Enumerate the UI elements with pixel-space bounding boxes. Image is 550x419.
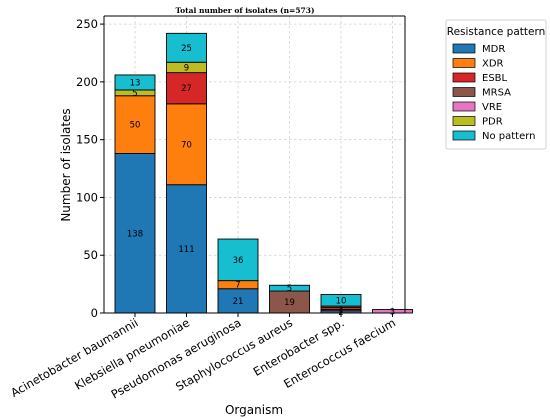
legend-swatch xyxy=(452,58,476,68)
bar-value-label: 7 xyxy=(235,281,240,291)
y-tick-label: 50 xyxy=(83,248,98,262)
y-axis-label: Number of isolates xyxy=(59,108,73,221)
bar-value-label: 9 xyxy=(184,63,189,73)
legend-swatch xyxy=(452,101,476,112)
bar-segment xyxy=(320,294,362,307)
bar-value-label: 36 xyxy=(233,256,244,266)
y-tick-label: 200 xyxy=(76,75,98,89)
axes xyxy=(103,15,406,314)
bar-value-label: 25 xyxy=(181,44,192,54)
bar-segment xyxy=(114,95,156,154)
bar-value-label: 21 xyxy=(233,297,244,307)
y-tick-label: 250 xyxy=(76,17,98,31)
legend-swatch xyxy=(452,87,476,97)
bar-value-label: 27 xyxy=(181,84,192,94)
bars: 138505131117027925217361952121103 xyxy=(114,32,413,318)
bar-value-label: 2 xyxy=(338,304,343,314)
chart-title: Total number of isolates (n=573) xyxy=(175,6,314,15)
bar-value-label: 70 xyxy=(181,140,192,150)
x-axis-label: Organism xyxy=(225,403,283,417)
bar-segment xyxy=(166,103,207,186)
legend-swatch xyxy=(452,130,476,141)
y-tick-label: 0 xyxy=(91,306,98,320)
y-tick-label: 150 xyxy=(76,133,98,147)
bar-segment xyxy=(166,184,207,314)
bar-value-label: 3 xyxy=(390,307,395,317)
legend-label: MRSA xyxy=(482,88,511,99)
bar-segment xyxy=(114,74,156,91)
legend-label: No pattern xyxy=(482,131,536,142)
y-ticks: 0 50 100 150 200 250 xyxy=(76,17,104,320)
legend-label: PDR xyxy=(482,117,503,128)
bar-value-label: 5 xyxy=(132,89,137,99)
bar-value-label: 13 xyxy=(130,78,141,88)
legend-swatch xyxy=(452,72,476,83)
bar-segment xyxy=(166,32,207,63)
bar-segment xyxy=(114,153,156,314)
bar-value-label: 10 xyxy=(336,296,347,306)
bar-value-label: 19 xyxy=(284,298,295,308)
bar-segment xyxy=(166,72,207,105)
legend-swatch xyxy=(452,116,476,126)
legend-label: VRE xyxy=(482,102,502,113)
bar-value-label: 138 xyxy=(127,229,143,239)
y-tick-label: 100 xyxy=(76,190,98,204)
legend-label: ESBL xyxy=(482,73,508,84)
bar-value-label: 1 xyxy=(338,306,343,316)
bar-value-label: 5 xyxy=(287,284,292,294)
legend: Resistance pattern MDR XDR ESBL MRSA VRE PDR N… xyxy=(445,19,547,150)
bar-segment xyxy=(269,284,310,292)
bar-segment xyxy=(217,238,259,282)
legend-frame xyxy=(445,19,547,150)
bar-value-label: 1 xyxy=(338,303,343,313)
legend-title: Resistance pattern xyxy=(447,26,546,38)
legend-label: XDR xyxy=(482,59,504,70)
bar-value-label: 50 xyxy=(130,121,141,131)
legend-label: MDR xyxy=(482,44,505,55)
legend-swatch xyxy=(452,43,476,54)
bar-value-label: 111 xyxy=(178,245,194,255)
